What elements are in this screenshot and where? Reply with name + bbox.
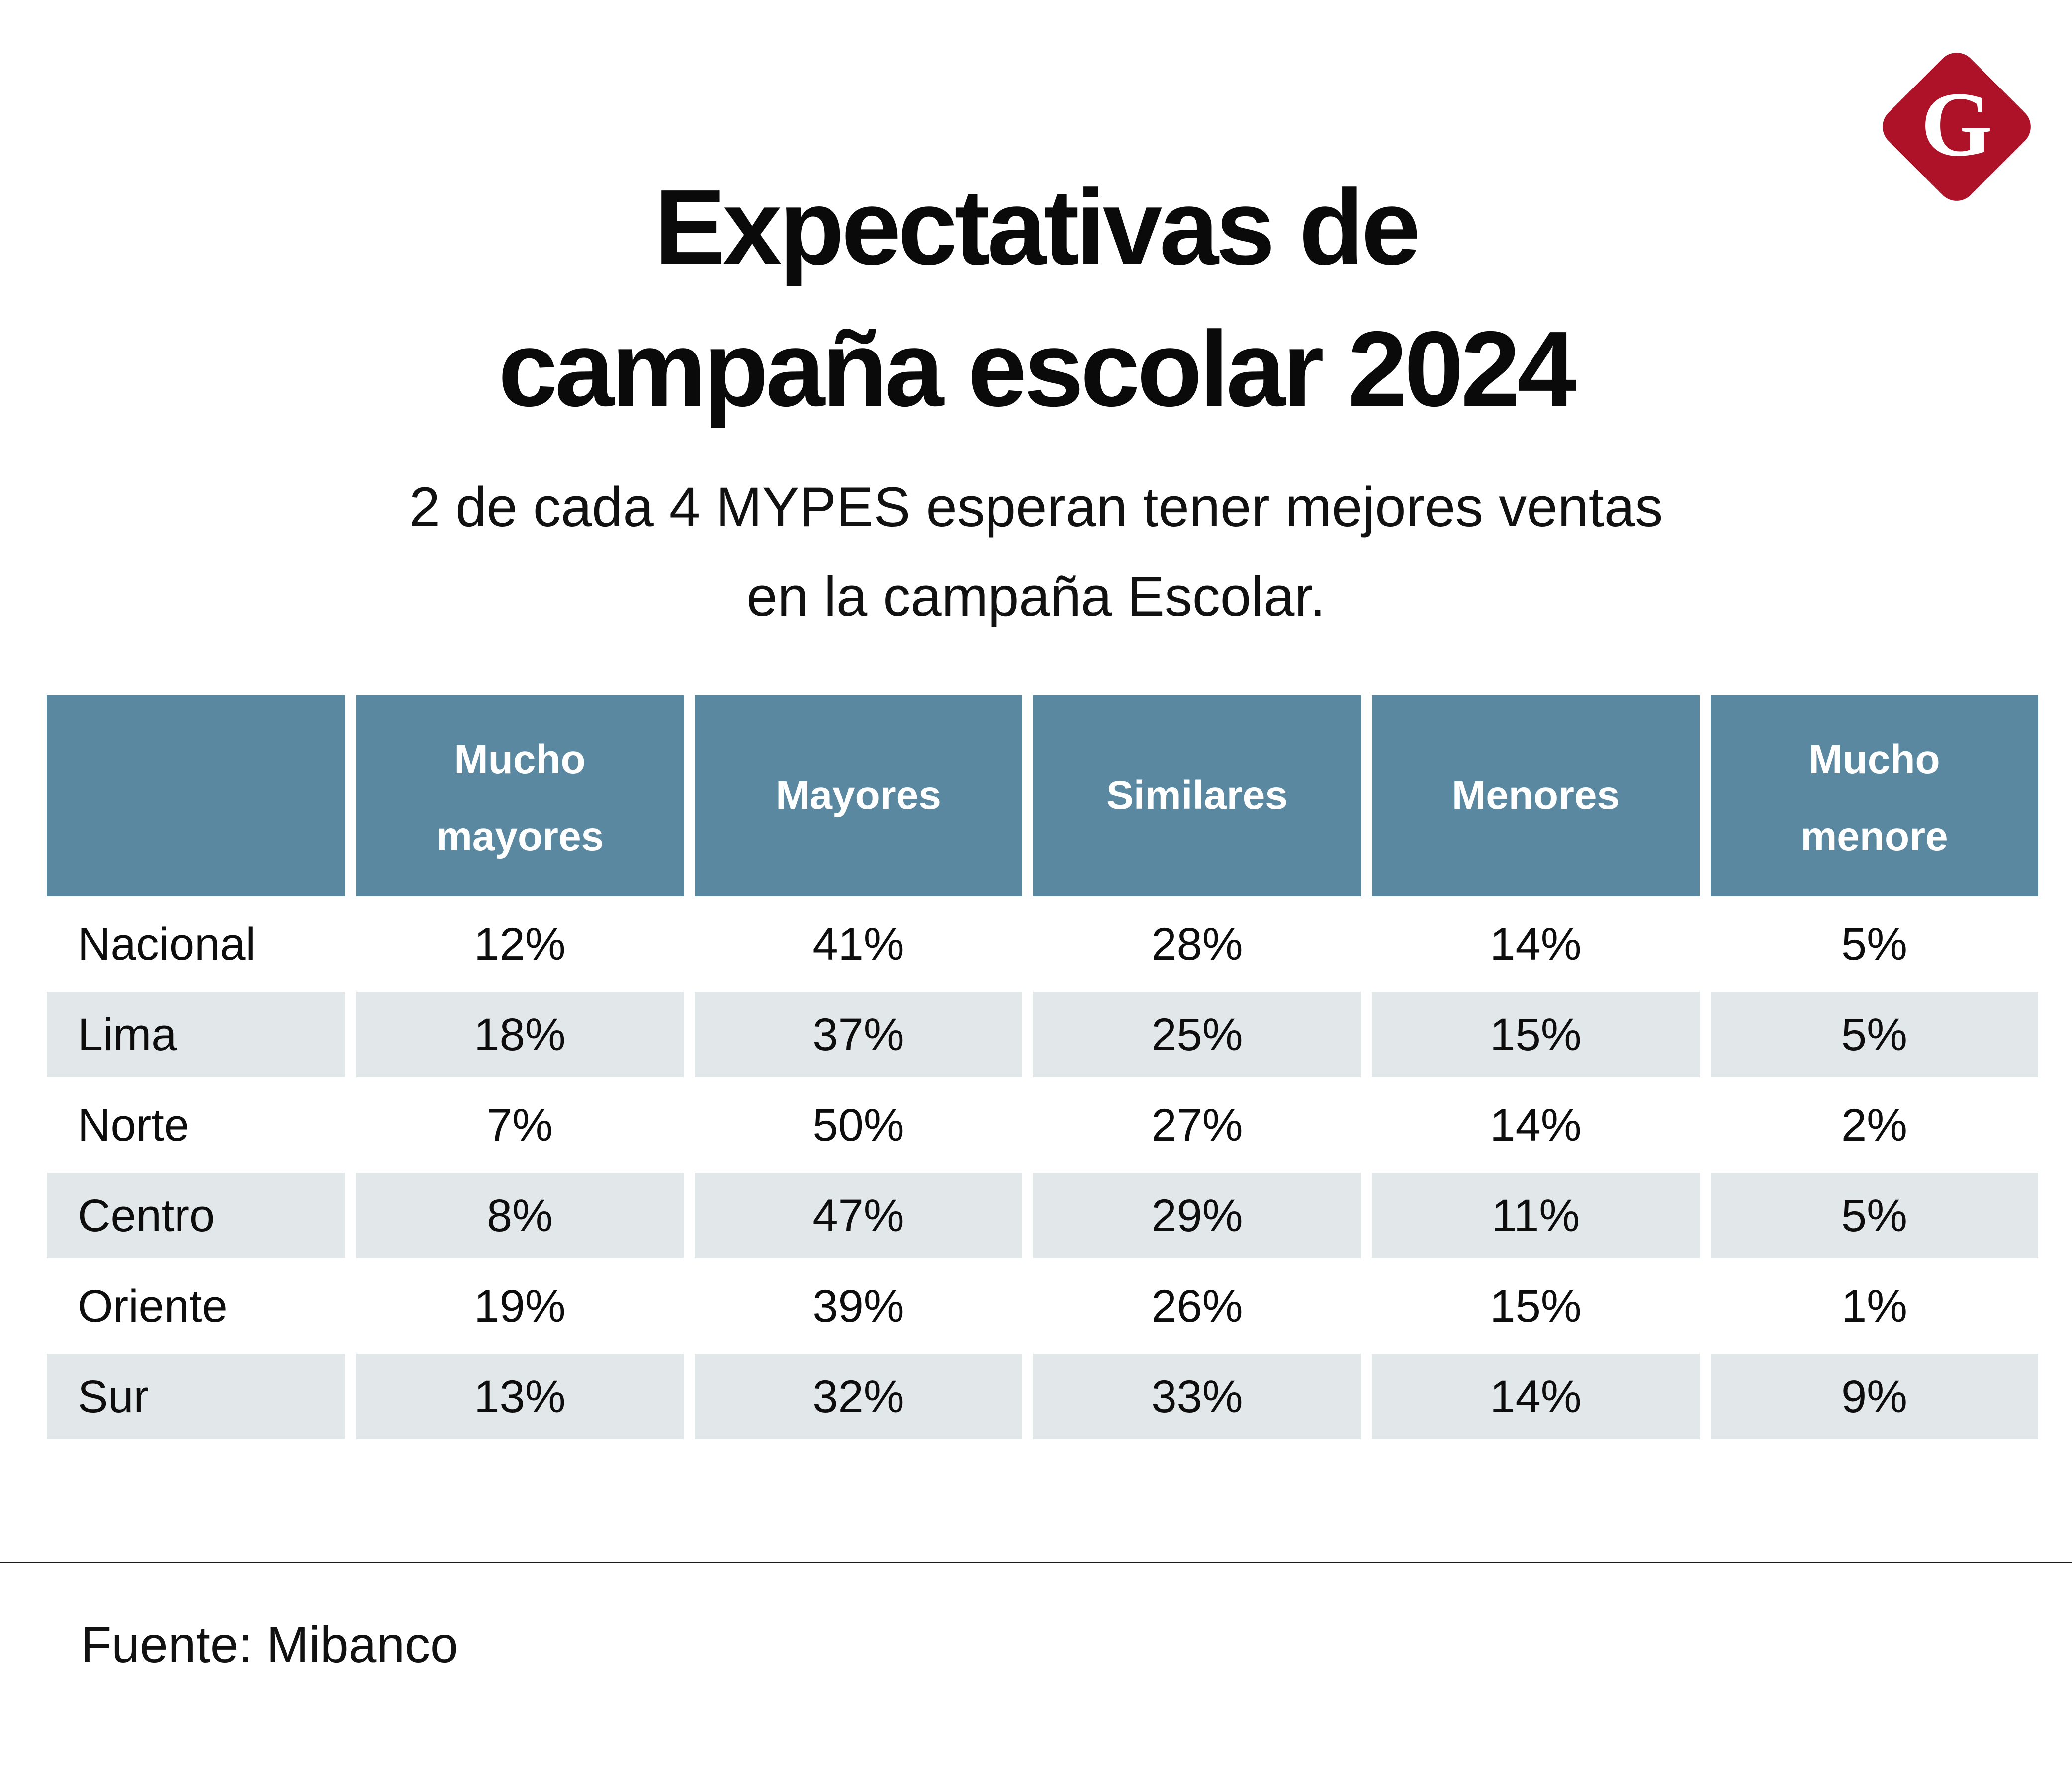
header-text: Mayores bbox=[776, 773, 941, 818]
cell-sur-similares: 33% bbox=[1033, 1354, 1361, 1439]
row-label-nacional: Nacional bbox=[78, 918, 256, 970]
cell-sur-mucho-mayores: 13% bbox=[356, 1354, 684, 1439]
cell-nacional-mayores: 41% bbox=[812, 918, 904, 970]
page-subtitle-line1: 2 de cada 4 MYPES esperan tener mejores … bbox=[409, 476, 1663, 538]
cell-sur-mucho-menore: 9% bbox=[1711, 1354, 2038, 1439]
cell-lima-mayores: 37% bbox=[695, 992, 1022, 1077]
table-header-menores: Menores bbox=[1372, 695, 1700, 896]
page-subtitle-line2: en la campaña Escolar. bbox=[746, 565, 1326, 627]
source-text: Fuente: Mibanco bbox=[81, 1616, 458, 1673]
cell-norte-similares: 27% bbox=[1151, 1099, 1243, 1150]
header-text: menore bbox=[1801, 813, 1948, 859]
header-text: Menores bbox=[1451, 773, 1620, 818]
cell-nacional-mucho-mayores: 12% bbox=[474, 918, 566, 970]
logo-letter-g: G bbox=[1921, 73, 1992, 176]
cell-lima-similares: 25% bbox=[1033, 992, 1361, 1077]
cell-oriente-mayores: 39% bbox=[812, 1280, 904, 1331]
cell-centro-mucho-menore: 5% bbox=[1711, 1173, 2038, 1258]
cell-oriente-mucho-mayores: 19% bbox=[474, 1280, 566, 1331]
cell-nacional-mucho-menore: 5% bbox=[1841, 918, 1907, 970]
cell-centro-similares: 29% bbox=[1033, 1173, 1361, 1258]
cell-nacional-menores: 14% bbox=[1490, 918, 1582, 970]
gestion-logo: G bbox=[1874, 44, 2039, 209]
row-label-oriente: Oriente bbox=[78, 1280, 228, 1331]
cell-sur-mayores: 32% bbox=[695, 1354, 1022, 1439]
cell-nacional-similares: 28% bbox=[1151, 918, 1243, 970]
header-text: Similares bbox=[1106, 773, 1288, 818]
table-header-mucho-menore: Mucho menore bbox=[1711, 695, 2038, 896]
cell-centro-menores: 11% bbox=[1372, 1173, 1700, 1258]
cell-oriente-similares: 26% bbox=[1151, 1280, 1243, 1331]
cell-centro-mucho-mayores: 8% bbox=[356, 1173, 684, 1258]
table-header-similares: Similares bbox=[1033, 695, 1361, 896]
table-header-mayores: Mayores bbox=[695, 695, 1022, 896]
row-label-lima: Lima bbox=[47, 992, 345, 1077]
page-title-line1: Expectativas de bbox=[654, 167, 1421, 287]
row-label-centro: Centro bbox=[47, 1173, 345, 1258]
cell-norte-mayores: 50% bbox=[812, 1099, 904, 1150]
cell-norte-menores: 14% bbox=[1490, 1099, 1582, 1150]
cell-lima-mucho-mayores: 18% bbox=[356, 992, 684, 1077]
page-title: Expectativas de campaña escolar 2024 bbox=[0, 156, 2072, 440]
row-label-sur: Sur bbox=[47, 1354, 345, 1439]
page-title-line2: campaña escolar 2024 bbox=[498, 309, 1577, 429]
header-text: mayores bbox=[436, 813, 604, 859]
table-header-mucho-mayores: Mucho mayores bbox=[356, 695, 684, 896]
cell-sur-menores: 14% bbox=[1372, 1354, 1700, 1439]
cell-oriente-mucho-menore: 1% bbox=[1841, 1280, 1907, 1331]
cell-lima-menores: 15% bbox=[1372, 992, 1700, 1077]
footer-divider bbox=[0, 1562, 2072, 1563]
expectations-table: Mucho mayores Mayores Similares Menores … bbox=[47, 695, 2038, 1439]
table-header-empty bbox=[47, 695, 345, 896]
page-subtitle: 2 de cada 4 MYPES esperan tener mejores … bbox=[0, 462, 2072, 641]
cell-norte-mucho-menore: 2% bbox=[1841, 1099, 1907, 1150]
header-text: Mucho bbox=[1808, 737, 1940, 782]
cell-oriente-menores: 15% bbox=[1490, 1280, 1582, 1331]
header-text: Mucho bbox=[454, 737, 586, 782]
row-label-norte: Norte bbox=[78, 1099, 189, 1150]
cell-norte-mucho-mayores: 7% bbox=[487, 1099, 553, 1150]
cell-lima-mucho-menore: 5% bbox=[1711, 992, 2038, 1077]
cell-centro-mayores: 47% bbox=[695, 1173, 1022, 1258]
